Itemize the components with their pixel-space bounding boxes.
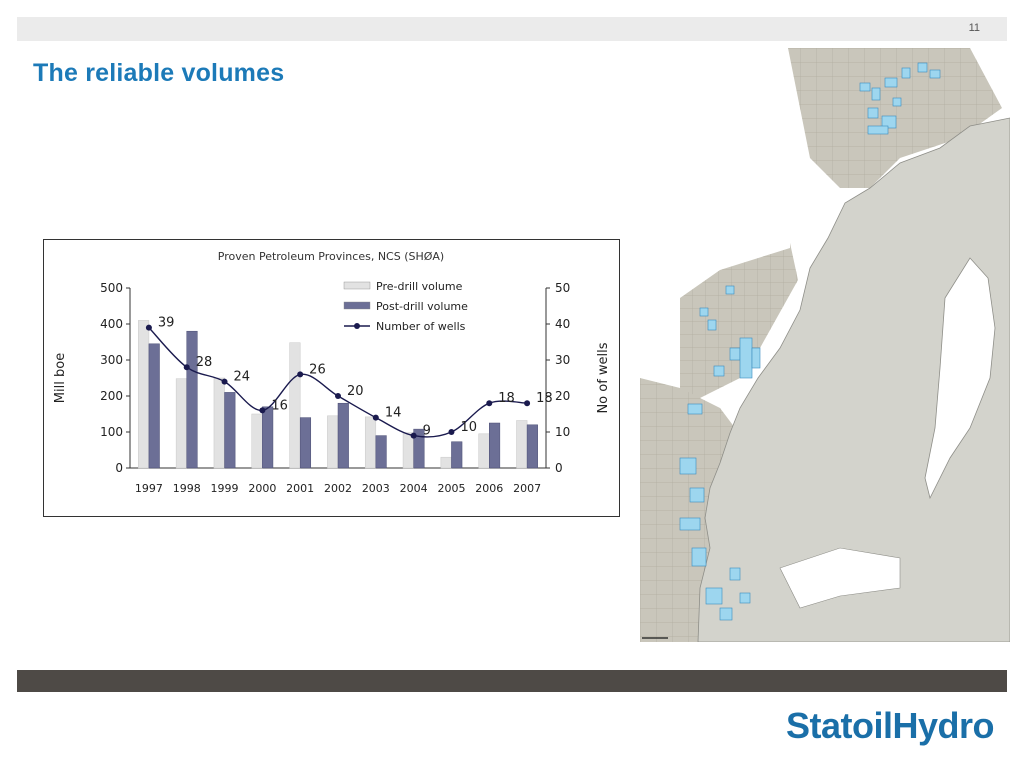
petroleum-fields [679, 62, 941, 621]
wells-data-label: 39 [158, 316, 175, 331]
bar-pre-drill [138, 320, 150, 469]
legend-swatch [343, 281, 371, 290]
y2-axis-label: No of wells [596, 342, 611, 413]
wells-point [524, 400, 531, 407]
x-tick-label: 2005 [437, 482, 465, 495]
plot-area: 0 100 200 300 400 500 0 10 20 30 40 50 1997 1998 1999 2… [100, 281, 570, 495]
y2-tick-label: 50 [555, 281, 570, 295]
x-tick-label: 2003 [362, 482, 390, 495]
legend-label: Number of wells [376, 320, 466, 333]
chart-legend: Pre-drill volume Post-drill volume Number … [340, 276, 500, 338]
wells-data-label: 20 [347, 384, 364, 399]
y2-tick-label: 0 [555, 461, 563, 475]
wells-point [259, 407, 266, 414]
wells-data-label: 18 [498, 391, 515, 406]
wells-point [372, 414, 379, 421]
x-tick-label: 2001 [286, 482, 314, 495]
bar-post-drill [451, 441, 463, 469]
bar-pre-drill [327, 415, 339, 469]
wells-data-label: 16 [271, 398, 288, 413]
x-tick-label: 1997 [135, 482, 163, 495]
bar-post-drill [375, 435, 387, 469]
y2-tick-label: 10 [555, 425, 570, 439]
chart-frame: Proven Petroleum Provinces, NCS (SHØA) M… [43, 239, 620, 517]
y-tick-label: 400 [100, 317, 123, 331]
wells-data-label: 10 [460, 420, 477, 435]
wells-point [410, 432, 417, 439]
bar-post-drill [526, 424, 538, 469]
wells-point [335, 393, 341, 399]
legend-label: Pre-drill volume [376, 280, 463, 293]
footer-band [17, 670, 1007, 692]
gulf-of-bothnia [924, 257, 996, 500]
legend-label: Post-drill volume [376, 300, 468, 313]
wells-point [221, 378, 228, 385]
bar-pre-drill [289, 342, 301, 469]
wells-data-label: 18 [536, 391, 553, 406]
bar-post-drill [148, 343, 160, 469]
bar-pre-drill [478, 433, 490, 469]
wells-point [145, 324, 152, 331]
bar-pre-drill [364, 416, 377, 469]
x-tick-label: 2004 [400, 482, 428, 495]
wells-point [183, 364, 190, 371]
x-tick-label: 1998 [173, 482, 201, 495]
bar-post-drill [413, 428, 425, 469]
x-tick-label: 2007 [513, 482, 541, 495]
chart-title: Proven Petroleum Provinces, NCS (SHØA) [218, 250, 444, 263]
x-tick-label: 2002 [324, 482, 352, 495]
legend-swatch [343, 301, 371, 310]
wells-data-label: 26 [309, 362, 326, 377]
bar-post-drill [224, 392, 236, 469]
y2-tick-label: 40 [555, 317, 570, 331]
bar-post-drill [299, 417, 312, 469]
slide-title: The reliable volumes [33, 59, 285, 87]
x-tick-label: 2000 [248, 482, 276, 495]
y-tick-label: 300 [100, 353, 123, 367]
bar-pre-drill [516, 420, 528, 469]
legend-marker [354, 323, 360, 329]
header-band [17, 17, 1007, 41]
scandinavia-land [697, 117, 1010, 642]
bar-post-drill [262, 406, 274, 469]
bar-pre-drill [213, 377, 225, 469]
y-tick-label: 0 [115, 461, 123, 475]
y-tick-label: 200 [100, 389, 123, 403]
wells-data-label: 28 [196, 355, 213, 370]
y2-tick-label: 20 [555, 389, 570, 403]
y-tick-label: 100 [100, 425, 123, 439]
y2-tick-label: 30 [555, 353, 570, 367]
proven-provinces-chart: Proven Petroleum Provinces, NCS (SHØA) M… [53, 250, 611, 495]
bar-post-drill [186, 330, 198, 469]
wells-point [297, 371, 304, 378]
skagerrak [779, 547, 901, 609]
norway-map [640, 48, 1010, 642]
statoilhydro-logo: StatoilHydro [785, 705, 995, 746]
wells-point [448, 429, 455, 435]
page-number: 11 [968, 22, 980, 34]
wells-data-label: 14 [385, 406, 402, 421]
bar-pre-drill [175, 378, 187, 469]
wells-data-label: 9 [423, 424, 431, 439]
wells-data-label: 24 [234, 370, 251, 385]
bar-post-drill [489, 422, 501, 469]
wells-point [486, 400, 493, 407]
x-tick-label: 2006 [475, 482, 503, 495]
y-tick-label: 500 [100, 281, 123, 295]
bar-pre-drill [251, 413, 263, 469]
y-axis-label: Mill boe [53, 353, 68, 403]
bar-post-drill [337, 402, 349, 469]
bar-pre-drill [440, 456, 452, 469]
x-tick-label: 1999 [211, 482, 239, 495]
